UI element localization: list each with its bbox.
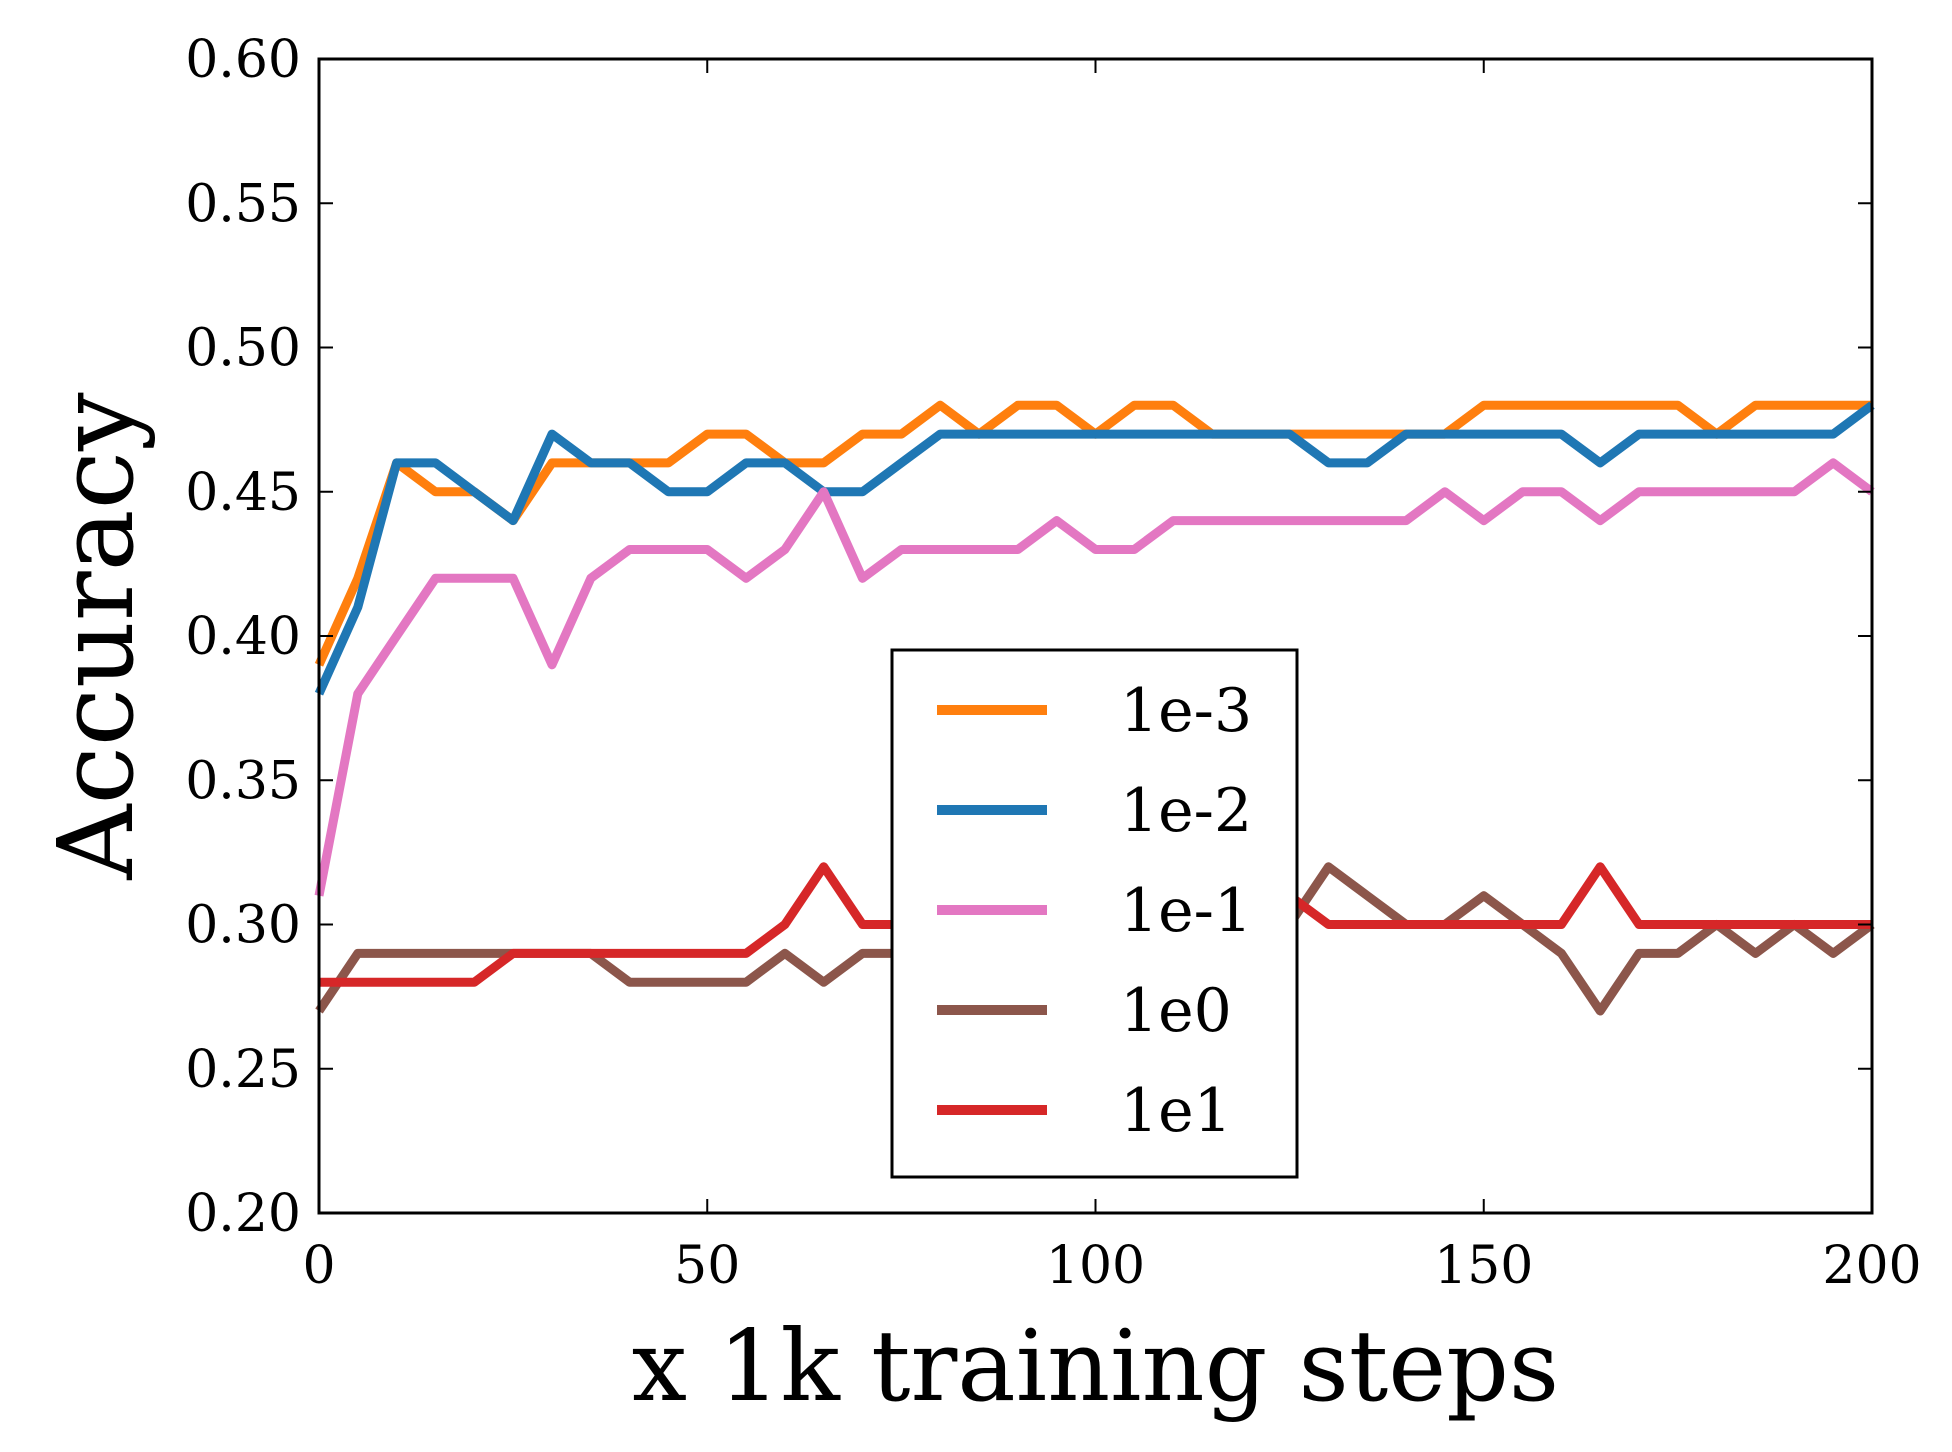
y-tick-label: 0.55 bbox=[185, 174, 301, 234]
series-line-1e-1 bbox=[314, 458, 1875, 897]
y-tick-label: 0.30 bbox=[185, 896, 301, 956]
y-tick-label: 0.45 bbox=[185, 463, 301, 523]
y-tick-label: 0.35 bbox=[185, 751, 301, 811]
y-tick-label: 0.60 bbox=[185, 30, 301, 90]
y-tick-label: 0.20 bbox=[185, 1184, 301, 1244]
y-tick-label: 0.50 bbox=[185, 319, 301, 379]
x-axis-title: x 1k training steps bbox=[632, 1310, 1559, 1424]
legend-label-1e-2: 1e-2 bbox=[1120, 776, 1252, 846]
legend-label-1e-3: 1e-3 bbox=[1120, 676, 1252, 746]
legend: 1e-3 1e-2 1e-1 1e0 1e1 bbox=[890, 648, 1299, 1179]
series-line-1e-2 bbox=[314, 401, 1875, 696]
x-tick-label: 0 bbox=[302, 1236, 335, 1296]
x-tick-label: 100 bbox=[1046, 1236, 1145, 1296]
legend-label-1e-1: 1e-1 bbox=[1120, 876, 1252, 946]
x-tick-label: 200 bbox=[1822, 1236, 1921, 1296]
y-tick-label: 0.25 bbox=[185, 1040, 301, 1100]
y-axis-title: Accuracy bbox=[35, 392, 157, 881]
legend-label-1e0: 1e0 bbox=[1120, 976, 1232, 1046]
tick-layer: 0 50 100 150 200 0.20 0.25 0.30 0.35 0.40 0.45 0.50… bbox=[185, 30, 1921, 1296]
y-tick-label: 0.40 bbox=[185, 607, 301, 667]
legend-label-1e1: 1e1 bbox=[1120, 1076, 1232, 1146]
x-tick-label: 150 bbox=[1434, 1236, 1533, 1296]
x-tick-label: 50 bbox=[674, 1236, 740, 1296]
